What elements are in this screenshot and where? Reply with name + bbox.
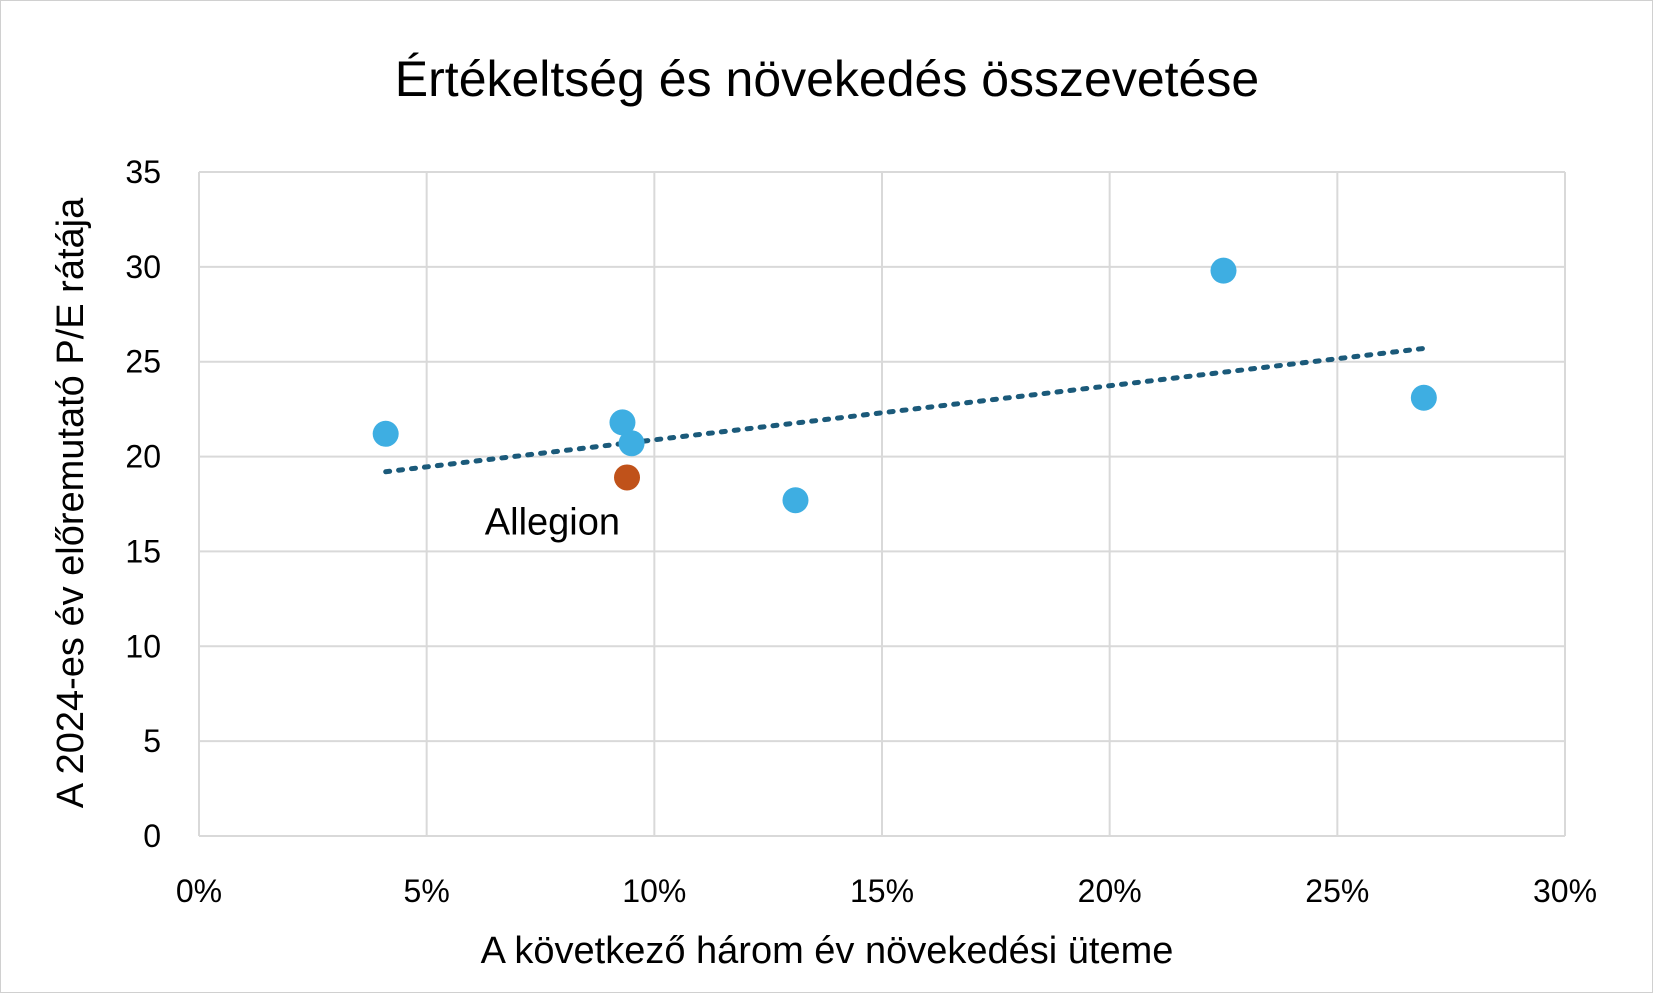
- x-tick-label: 10%: [622, 873, 686, 909]
- data-point: [618, 430, 645, 457]
- x-axis-title: A következő három év növekedési üteme: [481, 930, 1174, 972]
- tick-labels: 0 5 10 15 20 25 30 35 0% 5% 10% 15% 20% 25% 30%: [125, 154, 1597, 909]
- data-point: [372, 420, 399, 447]
- y-tick-label: 15: [125, 533, 161, 569]
- x-tick-label: 30%: [1533, 873, 1597, 909]
- data-point: [614, 464, 641, 491]
- x-tick-label: 25%: [1305, 873, 1369, 909]
- data-point: [1210, 257, 1237, 284]
- annotation-label: Allegion: [485, 501, 620, 543]
- trendline-path: [383, 345, 1427, 475]
- data-point: [1410, 384, 1437, 411]
- annotations: Allegion: [485, 501, 620, 543]
- y-tick-label: 30: [125, 249, 161, 285]
- x-tick-label: 15%: [850, 873, 914, 909]
- y-axis-title: A 2024-es év előremutató P/E rátája: [50, 197, 92, 808]
- data-point: [609, 409, 636, 436]
- y-tick-label: 25: [125, 344, 161, 380]
- trendline: [383, 345, 1427, 475]
- data-points: [372, 257, 1437, 514]
- data-point: [782, 487, 809, 514]
- x-tick-label: 5%: [404, 873, 450, 909]
- y-tick-label: 20: [125, 439, 161, 475]
- y-tick-label: 5: [143, 723, 161, 759]
- x-tick-label: 20%: [1078, 873, 1142, 909]
- x-tick-label: 0%: [176, 873, 222, 909]
- y-tick-label: 35: [125, 154, 161, 190]
- grid-lines: [198, 171, 1566, 837]
- y-tick-label: 0: [143, 818, 161, 854]
- y-tick-label: 10: [125, 628, 161, 664]
- chart-title: Értékeltség és növekedés összevetése: [395, 51, 1259, 107]
